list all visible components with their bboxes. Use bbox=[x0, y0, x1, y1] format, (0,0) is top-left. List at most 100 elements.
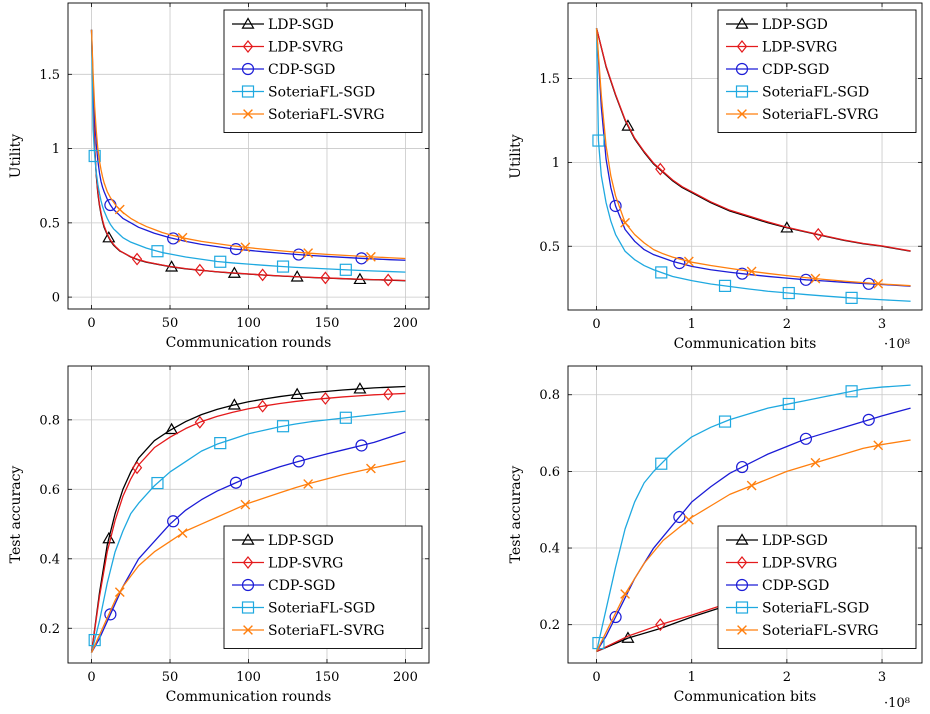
y-tick-label: 0.5 bbox=[539, 240, 560, 255]
x-tick-label: 3 bbox=[878, 670, 886, 685]
x-tick-label: 3 bbox=[878, 317, 886, 332]
data-point-ldp-svrg bbox=[194, 415, 206, 429]
series-line-soteriafl-sgd bbox=[595, 384, 911, 652]
legend-item: SoteriaFL-SVRG bbox=[232, 107, 385, 123]
series-line-soteriafl-sgd bbox=[90, 410, 406, 653]
legend-item: LDP-SGD bbox=[232, 17, 334, 33]
y-tick-label: 0.4 bbox=[539, 542, 560, 557]
data-point-soteriafl-sgd bbox=[88, 149, 101, 163]
plot-frame bbox=[567, 2, 923, 311]
data-point-ldp-svrg bbox=[813, 227, 824, 241]
legend-item: SoteriaFL-SVRG bbox=[232, 623, 385, 639]
data-point-ldp-svrg bbox=[320, 271, 331, 285]
x-tick-label: 200 bbox=[393, 316, 418, 331]
legend-item: SoteriaFL-SGD bbox=[726, 85, 869, 101]
legend-label: LDP-SGD bbox=[762, 533, 828, 549]
series-line-soteriafl-svrg bbox=[595, 439, 911, 652]
legend-marker bbox=[736, 556, 748, 569]
legend-label: LDP-SVRG bbox=[762, 556, 837, 572]
x-tick-label: 150 bbox=[315, 670, 340, 685]
chart-3: 0 50 100 150 200 0.2 0.4 0.6 0.8 Communication ro… bbox=[8, 365, 430, 705]
legend-item: LDP-SVRG bbox=[726, 556, 837, 572]
data-point-ldp-sgd bbox=[165, 422, 179, 435]
x-tick-label: 100 bbox=[236, 316, 261, 331]
legend-label: SoteriaFL-SVRG bbox=[762, 623, 879, 639]
data-point-soteriafl-sgd bbox=[151, 245, 164, 258]
y-tick-label: 1.5 bbox=[39, 68, 60, 83]
data-point-soteriafl-sgd bbox=[151, 476, 164, 490]
data-point-soteriafl-svrg bbox=[746, 480, 757, 491]
data-point-ldp-sgd bbox=[621, 119, 635, 131]
legend-item: CDP-SGD bbox=[232, 62, 335, 78]
legend-label: CDP-SGD bbox=[762, 62, 829, 78]
legend-item: LDP-SGD bbox=[726, 17, 828, 33]
y-tick-label: 0.2 bbox=[39, 622, 60, 637]
data-point-soteriafl-svrg bbox=[177, 528, 188, 538]
data-point-cdp-sgd bbox=[355, 252, 368, 265]
legend-marker bbox=[735, 578, 749, 592]
legend-marker bbox=[241, 601, 255, 614]
legend: LDP-SGD LDP-SVRG CDP-SGD SoteriaFL-SGD Soter… bbox=[223, 9, 423, 133]
data-point-soteriafl-svrg bbox=[177, 232, 188, 243]
legend-item: CDP-SGD bbox=[726, 62, 829, 78]
data-point-soteriafl-sgd bbox=[782, 286, 795, 300]
x-axis-label: Communication rounds bbox=[166, 689, 332, 705]
data-point-cdp-sgd bbox=[292, 248, 305, 261]
legend-marker bbox=[241, 578, 255, 592]
x-tick-label: 2 bbox=[783, 317, 791, 332]
legend: LDP-SGD LDP-SVRG CDP-SGD SoteriaFL-SGD Soter… bbox=[717, 9, 917, 133]
chart-2: 0 1 2 3 0.5 1 1.5 Communication bits Utility ·10⁸… bbox=[508, 2, 923, 352]
y-tick-label: 1.5 bbox=[539, 72, 560, 87]
legend-item: SoteriaFL-SVRG bbox=[726, 623, 879, 639]
legend-marker bbox=[736, 40, 748, 53]
data-point-soteriafl-svrg bbox=[114, 587, 125, 598]
series-line-soteriafl-sgd bbox=[90, 29, 406, 273]
data-point-cdp-sgd bbox=[609, 610, 622, 624]
x-tick-label: 200 bbox=[393, 670, 418, 685]
data-point-ldp-sgd bbox=[102, 230, 116, 243]
data-point-cdp-sgd bbox=[104, 608, 117, 621]
series-line-soteriafl-svrg bbox=[595, 28, 911, 287]
data-point-soteriafl-sgd bbox=[782, 397, 795, 411]
data-point-soteriafl-sgd bbox=[592, 134, 605, 147]
legend-marker bbox=[241, 62, 255, 76]
plot-area bbox=[88, 382, 406, 653]
series-line-ldp-svrg bbox=[595, 28, 911, 252]
x-tick-label: 0 bbox=[592, 317, 600, 332]
data-point-soteriafl-svrg bbox=[366, 251, 376, 262]
data-point-cdp-sgd bbox=[609, 199, 622, 213]
data-point-soteriafl-sgd bbox=[655, 457, 668, 470]
legend-marker bbox=[241, 17, 255, 29]
data-point-soteriafl-sgd bbox=[845, 291, 858, 304]
x-axis-label: Communication rounds bbox=[166, 335, 332, 351]
legend-item: LDP-SVRG bbox=[726, 40, 837, 56]
legend-marker bbox=[242, 40, 254, 53]
y-tick-label: 0.8 bbox=[39, 413, 60, 428]
plot-frame bbox=[567, 365, 923, 664]
legend-item: SoteriaFL-SGD bbox=[726, 601, 869, 617]
data-point-cdp-sgd bbox=[167, 515, 180, 528]
data-point-cdp-sgd bbox=[292, 455, 305, 468]
plot-area bbox=[88, 29, 406, 287]
series-line-soteriafl-svrg bbox=[90, 29, 406, 260]
legend-label: LDP-SVRG bbox=[268, 40, 343, 56]
data-point-soteriafl-svrg bbox=[303, 248, 314, 258]
data-point-cdp-sgd bbox=[167, 232, 180, 245]
legend-label: CDP-SGD bbox=[762, 578, 829, 594]
y-tick-label: 1 bbox=[552, 156, 560, 171]
legend-marker bbox=[241, 533, 255, 545]
series-line-ldp-sgd bbox=[90, 385, 406, 653]
data-point-soteriafl-svrg bbox=[240, 242, 251, 253]
x-axis-label: Communication bits bbox=[674, 689, 817, 705]
plot-area bbox=[592, 28, 911, 304]
data-point-ldp-svrg bbox=[131, 461, 143, 475]
legend-marker bbox=[735, 85, 749, 98]
legend-marker bbox=[737, 109, 747, 119]
legend-item: SoteriaFL-SVRG bbox=[726, 107, 879, 123]
legend-label: LDP-SGD bbox=[762, 17, 828, 33]
legend-item: CDP-SGD bbox=[232, 578, 335, 594]
data-point-ldp-svrg bbox=[655, 162, 666, 176]
legend-label: SoteriaFL-SVRG bbox=[762, 107, 879, 123]
legend-marker bbox=[243, 625, 253, 635]
